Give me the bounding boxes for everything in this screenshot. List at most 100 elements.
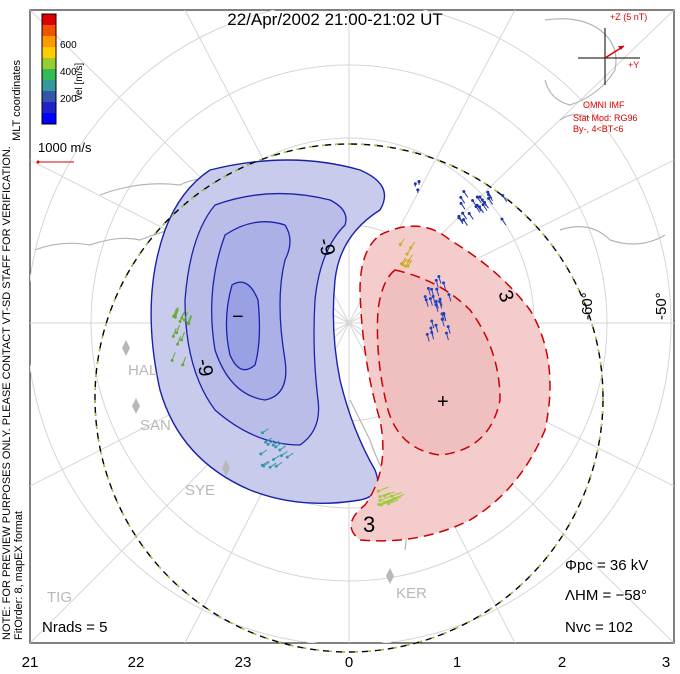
imf-z-label: +Z (5 nT) bbox=[610, 12, 647, 22]
velocity-vector-origin bbox=[434, 323, 438, 327]
lat-label-60: -60° bbox=[579, 292, 596, 320]
velocity-vector-origin bbox=[430, 319, 434, 323]
contour-label-neg: -9 bbox=[313, 236, 339, 259]
velocity-vector-origin bbox=[442, 281, 446, 285]
colorbar-tick-400: 400 bbox=[60, 67, 77, 78]
velocity-vector-origin bbox=[462, 190, 466, 194]
velocity-vector bbox=[384, 491, 395, 497]
velocity-vector-origin bbox=[471, 199, 475, 203]
velocity-vector-origin bbox=[487, 196, 491, 200]
potential-max-marker: + bbox=[437, 391, 449, 413]
plot-title: 22/Apr/2002 21:00-21:02 UT bbox=[227, 10, 442, 29]
velocity-vector bbox=[381, 500, 392, 506]
imf-source: OMNI IMF bbox=[583, 100, 625, 110]
velocity-vector-origin bbox=[398, 243, 402, 247]
colorbar-swatch bbox=[42, 102, 56, 113]
velocity-vector-origin bbox=[480, 198, 484, 202]
stat-lambda-hm: ΛHM = −58° bbox=[565, 587, 647, 604]
velocity-vector-origin bbox=[442, 311, 446, 315]
velocity-vector-origin bbox=[406, 264, 410, 268]
velocity-vector-origin bbox=[180, 338, 184, 342]
velocity-vector-origin bbox=[280, 454, 284, 458]
colorbar-swatch bbox=[42, 80, 56, 91]
velocity-vector-origin bbox=[475, 195, 479, 199]
velocity-vector-origin bbox=[435, 287, 439, 291]
velocity-vector-origin bbox=[272, 458, 276, 462]
mlt-tick-3: 3 bbox=[662, 654, 670, 671]
colorbar-swatch bbox=[42, 25, 56, 36]
velocity-vector-origin bbox=[487, 193, 491, 197]
velocity-vector-origin bbox=[438, 299, 442, 303]
velocity-vector-origin bbox=[403, 264, 407, 268]
velocity-vector-origin bbox=[425, 332, 429, 336]
mlt-tick-2: 2 bbox=[558, 654, 566, 671]
potential-min-marker: − bbox=[232, 306, 244, 328]
mlt-tick-0: 0 bbox=[345, 654, 353, 671]
imf-model: Stat Mod: RG96 bbox=[573, 113, 638, 123]
station-sye: SYE bbox=[185, 482, 215, 499]
velocity-vector-origin bbox=[430, 330, 434, 334]
velocity-vector-origin bbox=[447, 292, 451, 296]
fit-note: FitOrder: 8, mapEX format bbox=[13, 511, 25, 640]
imf-condition: By-, 4<BT<6 bbox=[573, 124, 624, 134]
velocity-vector-origin bbox=[478, 195, 482, 199]
coords-note: MLT coordinates bbox=[11, 60, 23, 141]
stat-n-vc: Nvc = 102 bbox=[565, 619, 633, 636]
velocity-vector bbox=[383, 497, 395, 503]
velocity-vector-origin bbox=[186, 321, 190, 325]
velocity-vector-origin bbox=[389, 499, 393, 503]
contour-label-neg2: -9 bbox=[192, 357, 217, 378]
velocity-vector-origin bbox=[259, 452, 263, 456]
velocity-vector-origin bbox=[474, 205, 478, 209]
velocity-vector-origin bbox=[434, 278, 438, 282]
velocity-vector-origin bbox=[268, 465, 272, 469]
velocity-vector bbox=[379, 492, 391, 498]
velocity-vector-origin bbox=[423, 295, 427, 299]
hm-boundary-green bbox=[94, 143, 604, 653]
velocity-vector-origin bbox=[481, 203, 485, 207]
velocity-vector-origin bbox=[181, 363, 185, 367]
contour-label-pos2: 3 bbox=[363, 512, 375, 537]
velocity-vector bbox=[378, 486, 389, 492]
velocity-vector-origin bbox=[462, 218, 466, 222]
velocity-vector-origin bbox=[178, 320, 182, 324]
velocity-vector bbox=[391, 496, 402, 502]
velocity-vector-origin bbox=[434, 299, 438, 303]
mlt-tick-23: 23 bbox=[235, 654, 252, 671]
map-area: -9 -9 3 3 − + HAL SAN SYE KER TIG -60° -… bbox=[30, 10, 674, 653]
colorbar-swatch bbox=[42, 91, 56, 102]
velocity-vector bbox=[388, 499, 399, 505]
station-tig: TIG bbox=[47, 589, 72, 606]
velocity-vector-origin bbox=[429, 326, 433, 330]
velocity-vector-origin bbox=[401, 263, 405, 267]
mlt-tick-1: 1 bbox=[453, 654, 461, 671]
velocity-vector-origin bbox=[413, 182, 417, 186]
preview-note: NOTE: FOR PREVIEW PURPOSES ONLY. PLEASE … bbox=[1, 146, 13, 640]
velocity-vector-origin bbox=[260, 431, 264, 435]
velocity-vector-origin bbox=[426, 286, 430, 290]
velocity-vector-origin bbox=[173, 313, 177, 317]
velocity-vector-origin bbox=[386, 500, 390, 504]
colorbar-swatch bbox=[42, 69, 56, 80]
positive-contour-2 bbox=[376, 269, 501, 456]
reference-vector-label: 1000 m/s bbox=[38, 140, 92, 155]
velocity-vector-origin bbox=[467, 211, 471, 215]
velocity-vector-origin bbox=[264, 440, 268, 444]
velocity-vectors bbox=[170, 180, 508, 507]
colorbar-swatch bbox=[42, 113, 56, 124]
velocity-vector-origin bbox=[501, 194, 505, 198]
velocity-vector-origin bbox=[486, 190, 490, 194]
station-markers: HAL SAN SYE KER TIG bbox=[47, 340, 427, 606]
station-hal: HAL bbox=[128, 362, 157, 379]
colorbar-swatch bbox=[42, 58, 56, 69]
velocity-vector-origin bbox=[430, 287, 434, 291]
velocity-vector-origin bbox=[376, 489, 380, 493]
velocity-vector-origin bbox=[182, 318, 186, 322]
mlt-tick-22: 22 bbox=[128, 654, 145, 671]
velocity-vector-origin bbox=[170, 358, 174, 362]
velocity-vector-origin bbox=[266, 442, 270, 446]
velocity-vector-origin bbox=[278, 448, 282, 452]
velocity-vector-origin bbox=[378, 499, 382, 503]
stat-n-rads: Nrads = 5 bbox=[42, 619, 107, 636]
velocity-vector-origin bbox=[176, 342, 180, 346]
